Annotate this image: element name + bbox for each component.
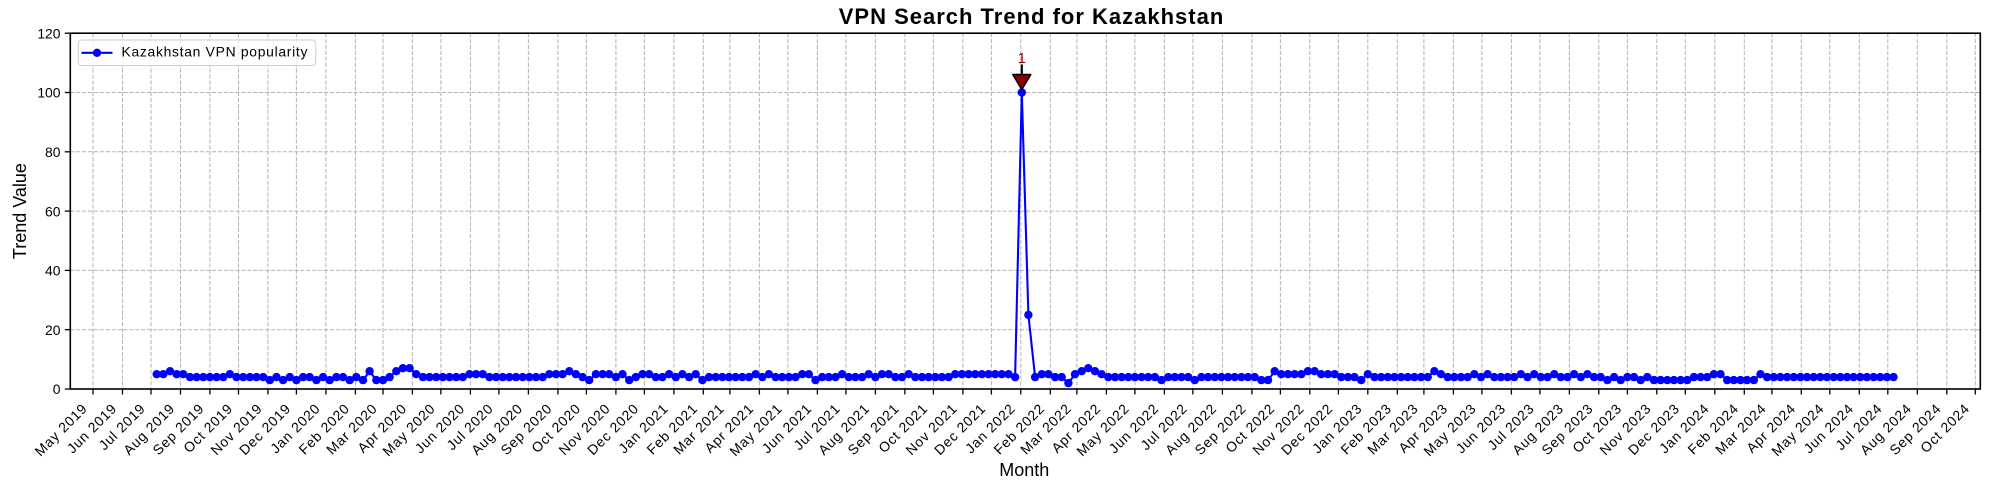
- svg-text:20: 20: [45, 322, 61, 338]
- svg-text:120: 120: [37, 25, 60, 41]
- svg-text:Trend Value: Trend Value: [10, 163, 30, 259]
- svg-text:Kazakhstan VPN popularity: Kazakhstan VPN popularity: [122, 44, 309, 60]
- svg-text:40: 40: [45, 263, 61, 279]
- svg-text:60: 60: [45, 203, 61, 219]
- svg-text:Month: Month: [999, 460, 1049, 480]
- svg-text:VPN Search Trend for Kazakhsta: VPN Search Trend for Kazakhstan: [839, 4, 1225, 29]
- svg-text:80: 80: [45, 144, 61, 160]
- svg-text:1: 1: [1018, 51, 1026, 67]
- svg-text:100: 100: [37, 85, 60, 101]
- svg-text:0: 0: [53, 381, 61, 397]
